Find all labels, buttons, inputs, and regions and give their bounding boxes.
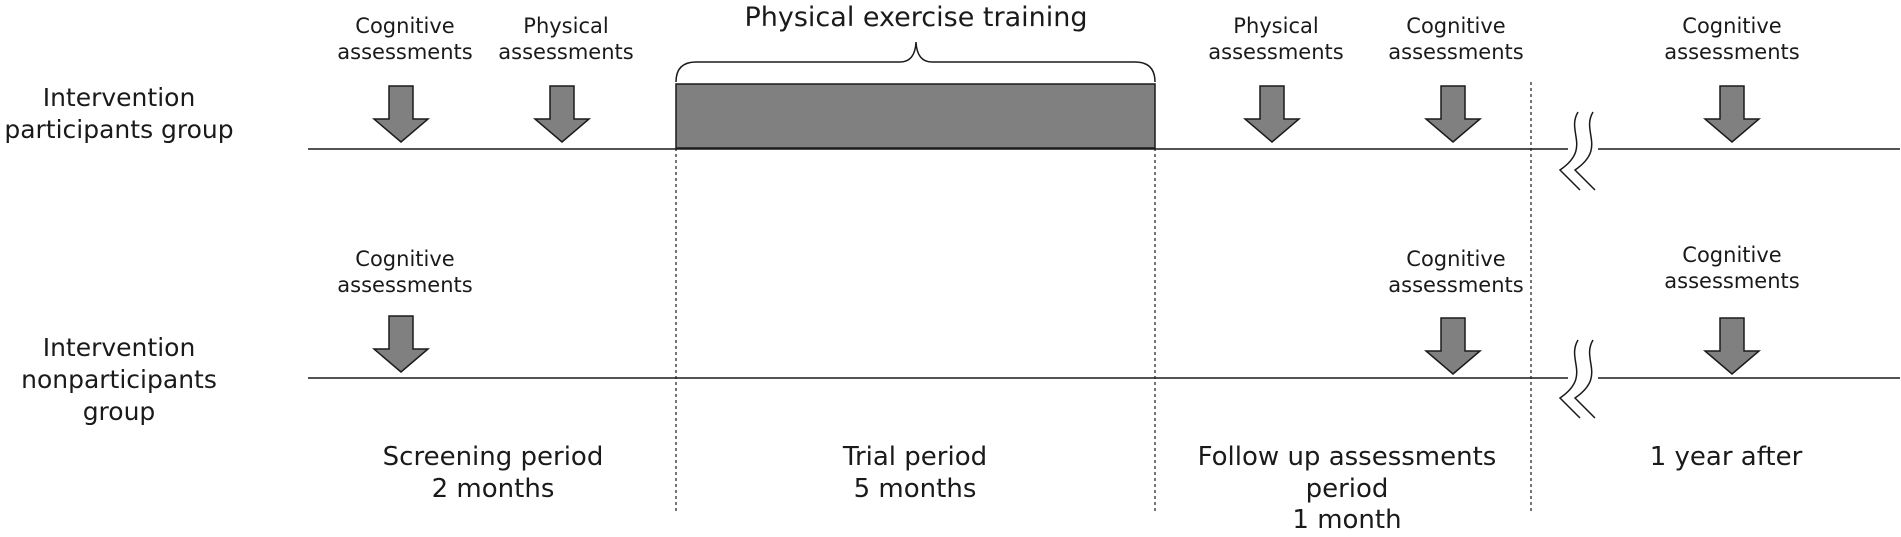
period-label-followup: Follow up assessments period 1 month <box>1167 442 1527 537</box>
curly-brace-icon <box>675 41 1156 83</box>
down-arrow-icon <box>371 315 431 373</box>
period-label-line: Follow up assessments <box>1197 442 1497 472</box>
down-arrow-icon <box>371 85 431 143</box>
assessment-label-line: assessments <box>337 272 473 297</box>
assessment-label-line: assessments <box>1208 39 1344 64</box>
assessment-label-line: Cognitive <box>1406 247 1506 271</box>
period-label-trial: Trial period 5 months <box>735 442 1095 505</box>
period-label-line: 5 months <box>853 473 977 504</box>
assessment-label-physical: Physical assessments <box>466 14 666 65</box>
assessment-label-line: Physical <box>1233 14 1319 38</box>
assessment-label-cognitive: Cognitive assessments <box>305 247 505 298</box>
down-arrow-icon <box>1702 85 1762 143</box>
group-label-line: nonparticipants <box>21 365 217 394</box>
assessment-label-line: assessments <box>337 39 473 64</box>
assessment-label-line: Cognitive <box>1406 14 1506 38</box>
assessment-label-cognitive: Cognitive assessments <box>1632 243 1832 294</box>
assessment-label-line: Cognitive <box>355 247 455 271</box>
period-label-line: 2 months <box>431 473 555 504</box>
assessment-label-cognitive: Cognitive assessments <box>305 14 505 65</box>
assessment-label-line: Cognitive <box>1682 243 1782 267</box>
group-label-line: group <box>82 397 156 426</box>
time-break-icon <box>1558 339 1596 419</box>
down-arrow-icon <box>1423 85 1483 143</box>
period-label-screening: Screening period 2 months <box>313 442 673 505</box>
period-label-line: period <box>1305 473 1389 504</box>
period-label-line: 1 year after <box>1649 442 1803 472</box>
assessment-label-line: Cognitive <box>355 14 455 38</box>
assessment-label-line: assessments <box>1664 268 1800 293</box>
group-label-line: Intervention <box>42 83 196 112</box>
assessment-label-cognitive: Cognitive assessments <box>1632 14 1832 65</box>
assessment-label-line: assessments <box>1664 39 1800 64</box>
period-label-after: 1 year after <box>1546 442 1901 474</box>
group-label-intervention: Intervention participants group <box>0 82 269 146</box>
assessment-label-line: Cognitive <box>1682 14 1782 38</box>
down-arrow-icon <box>532 85 592 143</box>
period-label-line: Trial period <box>842 442 988 472</box>
assessment-label-cognitive: Cognitive assessments <box>1356 247 1556 298</box>
assessment-label-physical: Physical assessments <box>1176 14 1376 65</box>
training-title: Physical exercise training <box>744 2 1088 33</box>
assessment-label-cognitive: Cognitive assessments <box>1356 14 1556 65</box>
group-label-line: Intervention <box>42 333 196 362</box>
group-label-nonintervention: Intervention nonparticipants group <box>0 332 269 428</box>
assessment-label-line: assessments <box>1388 272 1524 297</box>
assessment-label-line: assessments <box>498 39 634 64</box>
training-bar <box>675 83 1156 149</box>
down-arrow-icon <box>1702 317 1762 375</box>
period-label-line: 1 month <box>1292 505 1402 536</box>
assessment-label-line: Physical <box>523 14 609 38</box>
period-label-line: Screening period <box>382 442 604 472</box>
down-arrow-icon <box>1423 317 1483 375</box>
down-arrow-icon <box>1242 85 1302 143</box>
time-break-icon <box>1558 111 1596 191</box>
assessment-label-line: assessments <box>1388 39 1524 64</box>
group-label-line: participants group <box>4 115 234 144</box>
